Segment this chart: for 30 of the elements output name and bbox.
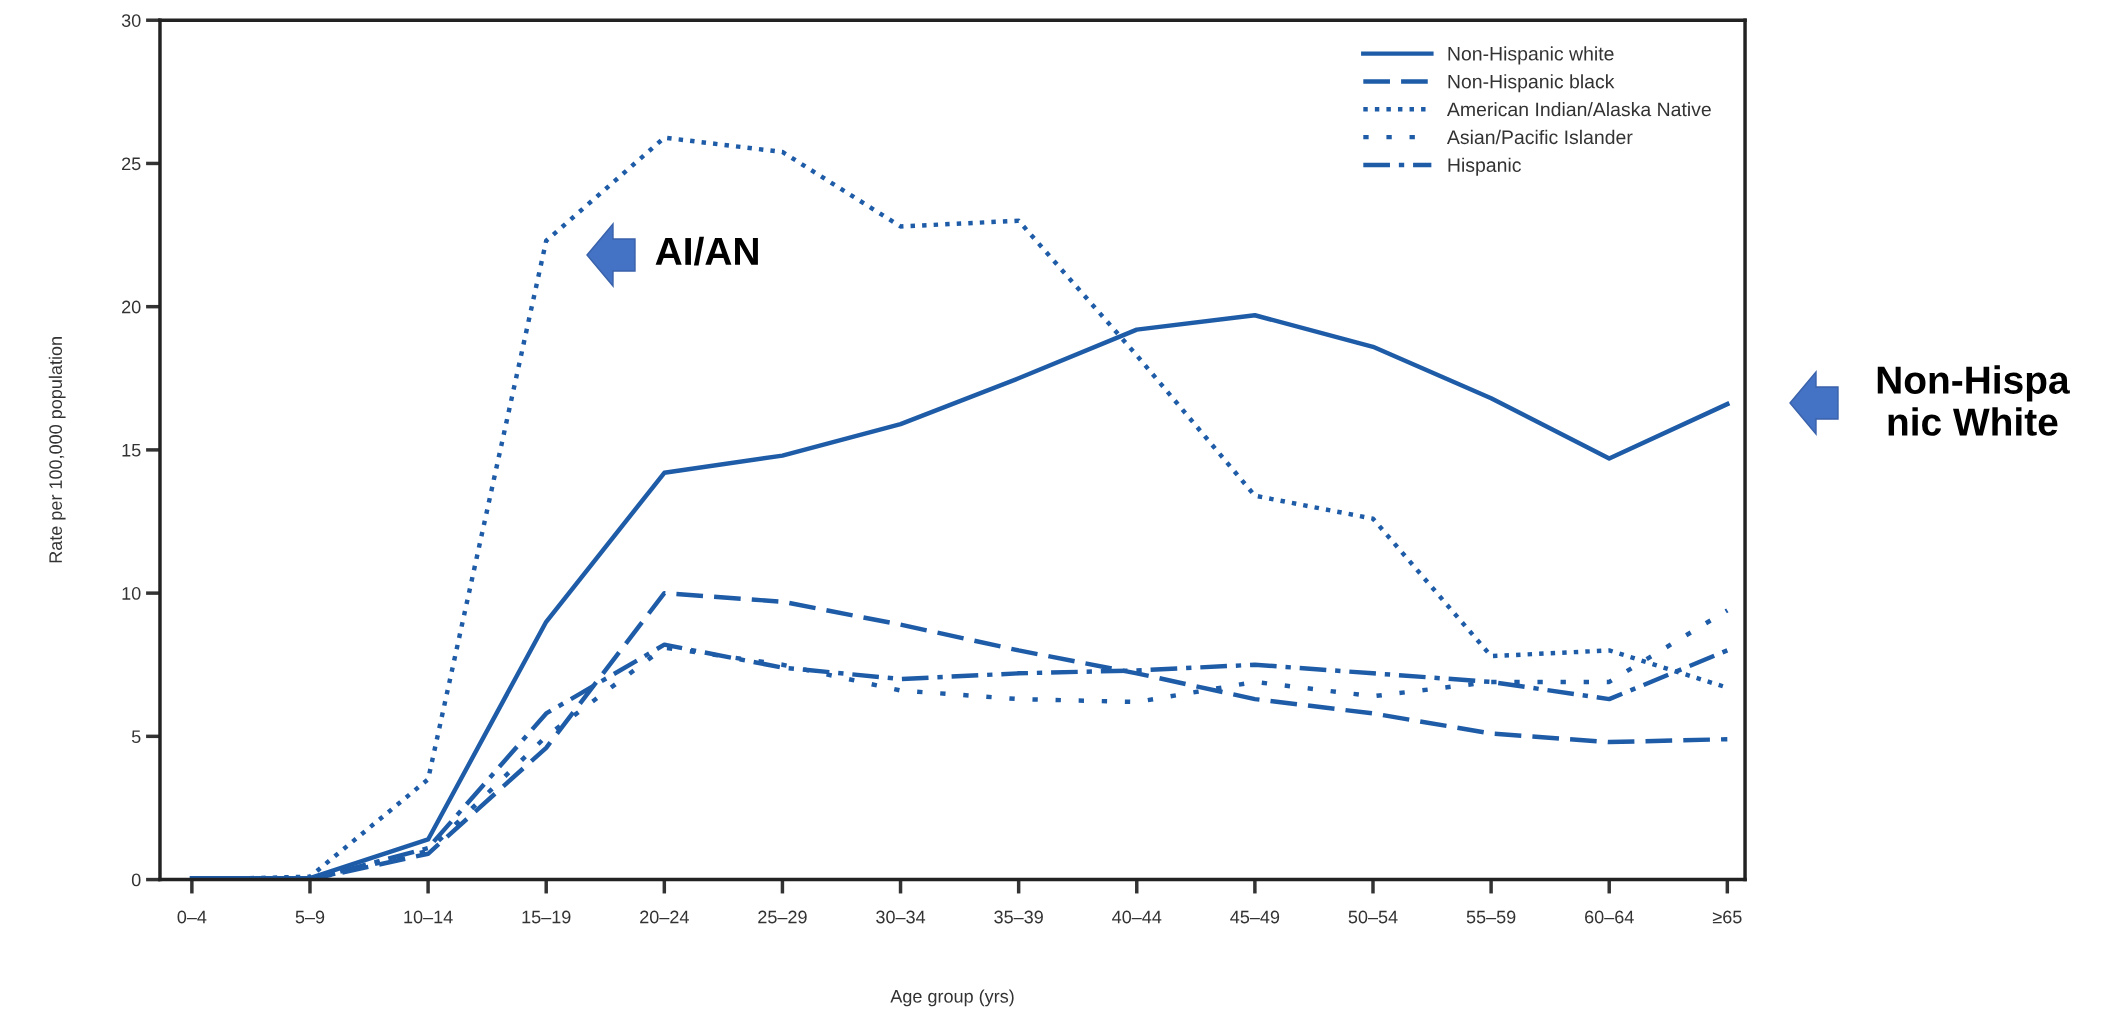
x-tick-label: 20–24 bbox=[640, 910, 689, 924]
y-tick-label: 5 bbox=[131, 730, 141, 744]
y-tick-label: 30 bbox=[121, 14, 141, 27]
x-tick-label: 15–19 bbox=[522, 910, 571, 924]
y-tick-label: 0 bbox=[131, 873, 141, 887]
legend-label: Asian/Pacific Islander bbox=[1446, 129, 1633, 145]
legend-label: Non-Hispanic white bbox=[1448, 46, 1614, 65]
x-tick-label: 25–29 bbox=[758, 910, 807, 924]
legend-label: Hispanic bbox=[1448, 157, 1521, 176]
annotation: AI/AN bbox=[655, 236, 758, 266]
y-tick-label: 25 bbox=[122, 157, 141, 171]
x-tick-label: 50–54 bbox=[1348, 910, 1398, 924]
legend-label: American Indian/Alaska Native bbox=[1446, 102, 1711, 117]
x-tick-label: 10–14 bbox=[404, 910, 453, 924]
y-tick-label: 15 bbox=[122, 444, 141, 457]
x-tick-label: 45–49 bbox=[1230, 910, 1280, 924]
x-tick-label: 55–59 bbox=[1466, 910, 1516, 924]
x-tick-label: 30–34 bbox=[876, 910, 926, 924]
x-tick-label: 40–44 bbox=[1112, 910, 1162, 924]
y-axis-title: Rate per 100,000 population bbox=[48, 337, 66, 563]
x-tick-label: 0–4 bbox=[177, 910, 207, 924]
x-tick-label: 5–9 bbox=[295, 910, 325, 924]
x-tick-label: ≥65 bbox=[1712, 910, 1742, 924]
x-tick-label: 60–64 bbox=[1585, 910, 1634, 924]
y-tick-label: 10 bbox=[122, 587, 141, 600]
text: Non-Hispa nic White bbox=[1877, 365, 2070, 436]
x-tick-label: 35–39 bbox=[994, 910, 1043, 924]
y-tick-label: 20 bbox=[122, 300, 141, 314]
x-axis-title: Age group (yrs) bbox=[890, 989, 1014, 1007]
legend-label: Non-Hispanic black bbox=[1448, 74, 1615, 93]
